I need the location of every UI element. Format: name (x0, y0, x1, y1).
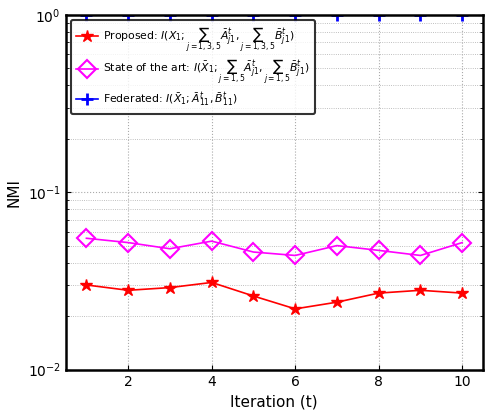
Proposed: $I(X_1; \sum_{j=1,3,5}\bar{A}^t_{j1}, \sum_{j=1,3,5}\bar{B}^t_{j1})$: (3, 0.029): $I(X_1; \sum_{j=1,3,5}\bar{A}^t_{j1}, \s… (167, 285, 173, 290)
Y-axis label: NMI: NMI (7, 178, 22, 207)
Federated: $I(\bar{X}_1; \bar{A}^t_{11}, \bar{B}^t_{11})$: (6, 1): $I(\bar{X}_1; \bar{A}^t_{11}, \bar{B}^t_… (292, 12, 298, 17)
State of the art: $I(\bar{X}_1; \sum_{j=1,5}\bar{A}^t_{j1}, \sum_{j=1,5}\bar{B}^t_{j1})$: (6, 0.044): $I(\bar{X}_1; \sum_{j=1,5}\bar{A}^t_{j1}… (292, 253, 298, 258)
State of the art: $I(\bar{X}_1; \sum_{j=1,5}\bar{A}^t_{j1}, \sum_{j=1,5}\bar{B}^t_{j1})$: (2, 0.052): $I(\bar{X}_1; \sum_{j=1,5}\bar{A}^t_{j1}… (125, 240, 131, 245)
Proposed: $I(X_1; \sum_{j=1,3,5}\bar{A}^t_{j1}, \sum_{j=1,3,5}\bar{B}^t_{j1})$: (6, 0.022): $I(X_1; \sum_{j=1,3,5}\bar{A}^t_{j1}, \s… (292, 306, 298, 311)
State of the art: $I(\bar{X}_1; \sum_{j=1,5}\bar{A}^t_{j1}, \sum_{j=1,5}\bar{B}^t_{j1})$: (4, 0.053): $I(\bar{X}_1; \sum_{j=1,5}\bar{A}^t_{j1}… (209, 239, 215, 244)
State of the art: $I(\bar{X}_1; \sum_{j=1,5}\bar{A}^t_{j1}, \sum_{j=1,5}\bar{B}^t_{j1})$: (10, 0.052): $I(\bar{X}_1; \sum_{j=1,5}\bar{A}^t_{j1}… (459, 240, 465, 245)
Federated: $I(\bar{X}_1; \bar{A}^t_{11}, \bar{B}^t_{11})$: (9, 1): $I(\bar{X}_1; \bar{A}^t_{11}, \bar{B}^t_… (417, 12, 423, 17)
Line: State of the art: $I(\bar{X}_1; \sum_{j=1,5}\bar{A}^t_{j1}, \sum_{j=1,5}\bar{B}^t_{j1})$: State of the art: $I(\bar{X}_1; \sum_{j=… (80, 232, 468, 262)
State of the art: $I(\bar{X}_1; \sum_{j=1,5}\bar{A}^t_{j1}, \sum_{j=1,5}\bar{B}^t_{j1})$: (9, 0.044): $I(\bar{X}_1; \sum_{j=1,5}\bar{A}^t_{j1}… (417, 253, 423, 258)
Proposed: $I(X_1; \sum_{j=1,3,5}\bar{A}^t_{j1}, \sum_{j=1,3,5}\bar{B}^t_{j1})$: (9, 0.028): $I(X_1; \sum_{j=1,3,5}\bar{A}^t_{j1}, \s… (417, 288, 423, 293)
Federated: $I(\bar{X}_1; \bar{A}^t_{11}, \bar{B}^t_{11})$: (8, 1): $I(\bar{X}_1; \bar{A}^t_{11}, \bar{B}^t_… (376, 12, 382, 17)
Federated: $I(\bar{X}_1; \bar{A}^t_{11}, \bar{B}^t_{11})$: (2, 1): $I(\bar{X}_1; \bar{A}^t_{11}, \bar{B}^t_… (125, 12, 131, 17)
Federated: $I(\bar{X}_1; \bar{A}^t_{11}, \bar{B}^t_{11})$: (7, 1): $I(\bar{X}_1; \bar{A}^t_{11}, \bar{B}^t_… (334, 12, 340, 17)
State of the art: $I(\bar{X}_1; \sum_{j=1,5}\bar{A}^t_{j1}, \sum_{j=1,5}\bar{B}^t_{j1})$: (1, 0.055): $I(\bar{X}_1; \sum_{j=1,5}\bar{A}^t_{j1}… (83, 236, 89, 241)
Proposed: $I(X_1; \sum_{j=1,3,5}\bar{A}^t_{j1}, \sum_{j=1,3,5}\bar{B}^t_{j1})$: (1, 0.03): $I(X_1; \sum_{j=1,3,5}\bar{A}^t_{j1}, \s… (83, 282, 89, 287)
Proposed: $I(X_1; \sum_{j=1,3,5}\bar{A}^t_{j1}, \sum_{j=1,3,5}\bar{B}^t_{j1})$: (5, 0.026): $I(X_1; \sum_{j=1,3,5}\bar{A}^t_{j1}, \s… (250, 294, 256, 299)
State of the art: $I(\bar{X}_1; \sum_{j=1,5}\bar{A}^t_{j1}, \sum_{j=1,5}\bar{B}^t_{j1})$: (7, 0.05): $I(\bar{X}_1; \sum_{j=1,5}\bar{A}^t_{j1}… (334, 243, 340, 248)
Legend: Proposed: $I(X_1; \sum_{j=1,3,5}\bar{A}^t_{j1}, \sum_{j=1,3,5}\bar{B}^t_{j1})$, : Proposed: $I(X_1; \sum_{j=1,3,5}\bar{A}^… (71, 20, 316, 114)
Line: Federated: $I(\bar{X}_1; \bar{A}^t_{11}, \bar{B}^t_{11})$: Federated: $I(\bar{X}_1; \bar{A}^t_{11},… (81, 9, 468, 20)
Federated: $I(\bar{X}_1; \bar{A}^t_{11}, \bar{B}^t_{11})$: (1, 1): $I(\bar{X}_1; \bar{A}^t_{11}, \bar{B}^t_… (83, 12, 89, 17)
Proposed: $I(X_1; \sum_{j=1,3,5}\bar{A}^t_{j1}, \sum_{j=1,3,5}\bar{B}^t_{j1})$: (4, 0.031): $I(X_1; \sum_{j=1,3,5}\bar{A}^t_{j1}, \s… (209, 280, 215, 285)
State of the art: $I(\bar{X}_1; \sum_{j=1,5}\bar{A}^t_{j1}, \sum_{j=1,5}\bar{B}^t_{j1})$: (3, 0.048): $I(\bar{X}_1; \sum_{j=1,5}\bar{A}^t_{j1}… (167, 246, 173, 251)
X-axis label: Iteration (t): Iteration (t) (230, 394, 318, 409)
Proposed: $I(X_1; \sum_{j=1,3,5}\bar{A}^t_{j1}, \sum_{j=1,3,5}\bar{B}^t_{j1})$: (7, 0.024): $I(X_1; \sum_{j=1,3,5}\bar{A}^t_{j1}, \s… (334, 300, 340, 305)
State of the art: $I(\bar{X}_1; \sum_{j=1,5}\bar{A}^t_{j1}, \sum_{j=1,5}\bar{B}^t_{j1})$: (8, 0.047): $I(\bar{X}_1; \sum_{j=1,5}\bar{A}^t_{j1}… (376, 248, 382, 253)
State of the art: $I(\bar{X}_1; \sum_{j=1,5}\bar{A}^t_{j1}, \sum_{j=1,5}\bar{B}^t_{j1})$: (5, 0.046): $I(\bar{X}_1; \sum_{j=1,5}\bar{A}^t_{j1}… (250, 250, 256, 255)
Proposed: $I(X_1; \sum_{j=1,3,5}\bar{A}^t_{j1}, \sum_{j=1,3,5}\bar{B}^t_{j1})$: (8, 0.027): $I(X_1; \sum_{j=1,3,5}\bar{A}^t_{j1}, \s… (376, 291, 382, 296)
Federated: $I(\bar{X}_1; \bar{A}^t_{11}, \bar{B}^t_{11})$: (4, 1): $I(\bar{X}_1; \bar{A}^t_{11}, \bar{B}^t_… (209, 12, 215, 17)
Line: Proposed: $I(X_1; \sum_{j=1,3,5}\bar{A}^t_{j1}, \sum_{j=1,3,5}\bar{B}^t_{j1})$: Proposed: $I(X_1; \sum_{j=1,3,5}\bar{A}^… (80, 276, 468, 315)
Federated: $I(\bar{X}_1; \bar{A}^t_{11}, \bar{B}^t_{11})$: (3, 1): $I(\bar{X}_1; \bar{A}^t_{11}, \bar{B}^t_… (167, 12, 173, 17)
Proposed: $I(X_1; \sum_{j=1,3,5}\bar{A}^t_{j1}, \sum_{j=1,3,5}\bar{B}^t_{j1})$: (2, 0.028): $I(X_1; \sum_{j=1,3,5}\bar{A}^t_{j1}, \s… (125, 288, 131, 293)
Federated: $I(\bar{X}_1; \bar{A}^t_{11}, \bar{B}^t_{11})$: (10, 1): $I(\bar{X}_1; \bar{A}^t_{11}, \bar{B}^t_… (459, 12, 465, 17)
Proposed: $I(X_1; \sum_{j=1,3,5}\bar{A}^t_{j1}, \sum_{j=1,3,5}\bar{B}^t_{j1})$: (10, 0.027): $I(X_1; \sum_{j=1,3,5}\bar{A}^t_{j1}, \s… (459, 291, 465, 296)
Federated: $I(\bar{X}_1; \bar{A}^t_{11}, \bar{B}^t_{11})$: (5, 1): $I(\bar{X}_1; \bar{A}^t_{11}, \bar{B}^t_… (250, 12, 256, 17)
